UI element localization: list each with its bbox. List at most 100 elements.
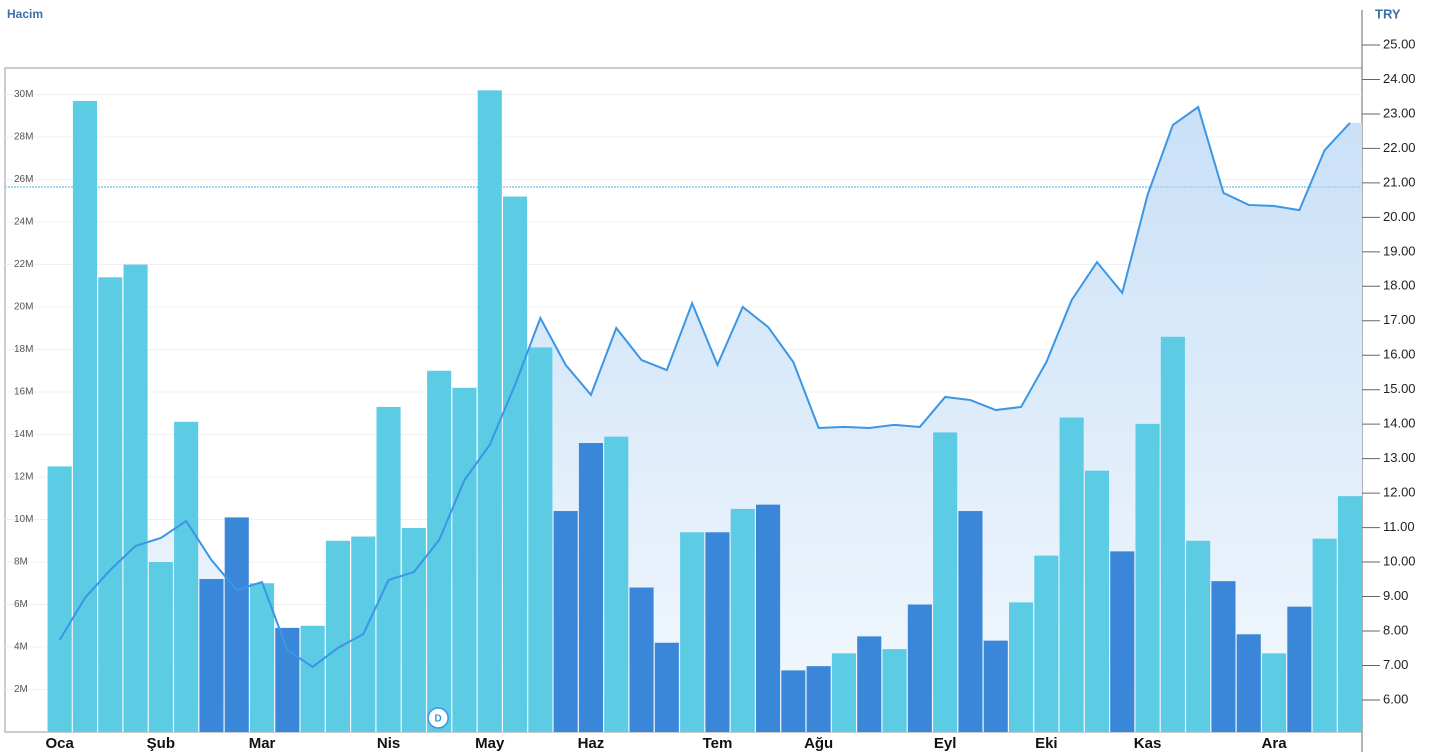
volume-bar [907,604,932,732]
volume-bar [98,277,123,732]
volume-bar [148,562,173,732]
y2-tick-label: 16.00 [1383,347,1416,362]
volume-bar [1211,581,1236,732]
volume-bar [477,90,502,732]
y2-tick-label: 22.00 [1383,140,1416,155]
volume-bar [503,196,528,732]
y2-tick-label: 12.00 [1383,485,1416,500]
y-tick-label: 20M [14,302,33,313]
y2-tick-label: 17.00 [1383,312,1416,327]
y-tick-label: 24M [14,217,33,228]
volume-bar [756,504,781,732]
volume-bar [1160,336,1185,732]
volume-bar [401,528,426,732]
y2-tick-label: 24.00 [1383,71,1416,86]
y-tick-label: 8M [14,557,28,568]
volume-bar [680,532,705,732]
y2-tick-label: 10.00 [1383,553,1416,568]
volume-bar [123,264,148,732]
y2-tick-label: 25.00 [1383,36,1416,51]
volume-bar [224,517,249,732]
volume-bar [325,540,350,732]
x-tick-label: Tem [703,735,733,752]
y-tick-label: 16M [14,387,33,398]
y2-tick-label: 7.00 [1383,657,1408,672]
volume-bar [199,579,224,732]
volume-bar [250,583,275,732]
volume-bar [933,432,958,732]
volume-bar [275,627,300,732]
volume-bar [452,387,477,732]
volume-bar [654,642,679,732]
volume-bar [1337,496,1362,732]
volume-bar [1084,470,1109,732]
volume-bar [578,443,603,732]
x-tick-label: May [475,735,505,752]
y2-tick-label: 20.00 [1383,209,1416,224]
volume-bar [1009,602,1034,732]
y2-tick-label: 9.00 [1383,588,1408,603]
volume-bar [1236,634,1261,732]
volume-bar [1110,551,1135,732]
y2-tick-label: 18.00 [1383,278,1416,293]
volume-bar [983,640,1008,732]
volume-bar [730,508,755,732]
x-tick-label: Haz [578,735,605,752]
x-tick-label: Nis [377,735,400,752]
price-area [47,107,1362,732]
y-tick-label: 2M [14,684,28,695]
y2-tick-label: 13.00 [1383,450,1416,465]
x-tick-label: Şub [147,735,175,752]
x-tick-label: Eyl [934,735,957,752]
y2-tick-label: 15.00 [1383,381,1416,396]
x-tick-label: Ara [1262,735,1288,752]
volume-bar [882,649,907,732]
y2-axis-title: TRY [1375,6,1401,21]
x-tick-label: Eki [1035,735,1058,752]
volume-bar [1034,555,1059,732]
y2-tick-label: 19.00 [1383,243,1416,258]
x-tick-label: Oca [45,735,74,752]
x-tick-label: Mar [249,735,276,752]
y2-tick-label: 6.00 [1383,691,1408,706]
x-tick-label: Kas [1134,735,1162,752]
x-tick-label: Ağu [804,735,833,752]
y2-tick-label: 23.00 [1383,105,1416,120]
volume-bar [781,670,806,732]
y-tick-label: 18M [14,344,33,355]
annotation-marker [427,707,449,729]
y-tick-label: 12M [14,472,33,483]
volume-bar [604,436,629,732]
annotation-label: D [435,714,442,725]
volume-bar [72,100,97,733]
y-tick-label: 4M [14,642,28,653]
y-axis-title: Hacim [7,7,43,21]
volume-bar [1287,606,1312,732]
volume-bar [705,532,730,732]
y-tick-label: 30M [14,89,33,100]
volume-bar [958,511,983,732]
volume-bar [831,653,856,732]
price-line [58,105,1351,669]
volume-bar [806,666,831,732]
volume-bar [528,347,553,732]
volume-bar [1262,653,1287,732]
volume-bar [1135,423,1160,732]
volume-bar [300,625,325,732]
volume-bar [47,466,72,732]
volume-bar [857,636,882,732]
volume-bar [553,511,578,732]
y-tick-label: 28M [14,132,33,143]
y2-tick-label: 11.00 [1383,519,1415,534]
y2-tick-label: 14.00 [1383,416,1416,431]
y-tick-label: 10M [14,514,33,525]
volume-bar [376,406,401,732]
y-tick-label: 26M [14,174,33,185]
volume-bar [1312,538,1337,732]
y-tick-label: 6M [14,599,28,610]
volume-bar [1186,540,1211,732]
volume-bar [629,587,654,732]
y2-tick-label: 21.00 [1383,174,1416,189]
